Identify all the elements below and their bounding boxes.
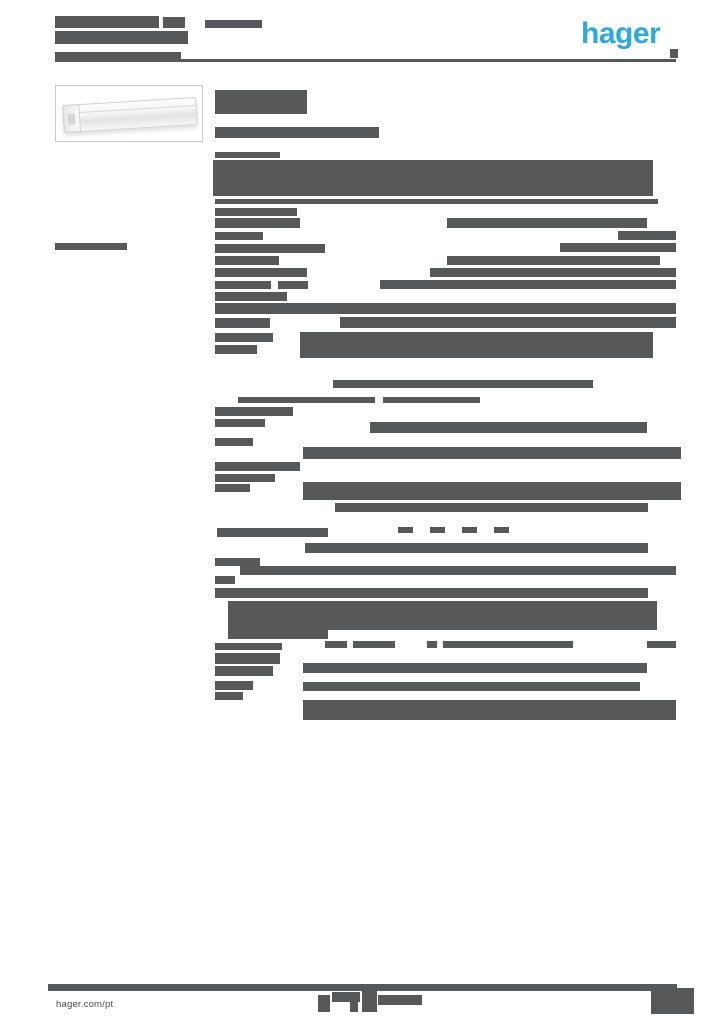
redacted-body-text-bar xyxy=(333,380,593,388)
redacted-body-text-bar xyxy=(215,256,279,265)
redacted-body-text-bar xyxy=(215,588,272,598)
redacted-body-text-bar xyxy=(215,281,271,289)
redacted-body-text-bar xyxy=(215,268,307,277)
footer-band xyxy=(48,984,677,991)
redacted-body-text-bar xyxy=(305,543,648,553)
redacted-body-text-bar xyxy=(215,666,273,676)
redacted-body-text-bar xyxy=(215,345,257,354)
redacted-body-text-bar xyxy=(215,232,263,240)
redacted-body-text-bar xyxy=(647,641,676,648)
redacted-body-text-bar xyxy=(213,160,653,196)
header-rule-line xyxy=(55,59,676,62)
redacted-body-text-bar xyxy=(303,682,640,691)
redacted-body-text-bar xyxy=(215,419,265,427)
redacted-body-text-bar xyxy=(238,397,375,403)
footer-website-text[interactable]: hager.com/pt xyxy=(56,998,114,1010)
redacted-footer-mark xyxy=(318,995,330,1012)
redacted-body-text-bar xyxy=(383,397,480,403)
product-image-box xyxy=(55,85,203,142)
redacted-body-text-bar xyxy=(217,528,328,537)
redacted-header-text-bar xyxy=(55,52,181,61)
redacted-body-text-bar xyxy=(215,152,280,158)
redacted-body-text-bar xyxy=(228,630,328,639)
redacted-body-text-bar xyxy=(618,231,676,240)
redacted-body-text-bar xyxy=(300,332,653,358)
redacted-body-text-bar xyxy=(353,641,395,648)
redacted-footer-mark xyxy=(362,988,377,1012)
redacted-body-text-bar xyxy=(303,663,647,673)
redacted-body-text-bar xyxy=(370,422,647,433)
redacted-body-text-bar xyxy=(215,692,243,700)
footer-website-box: hager.com/pt xyxy=(52,991,168,1017)
redacted-body-text-bar xyxy=(240,566,676,575)
redacted-body-text-bar xyxy=(462,527,477,533)
redacted-body-text-bar xyxy=(278,281,308,289)
redacted-footer-mark xyxy=(651,988,694,1014)
redacted-footer-mark xyxy=(350,1002,358,1012)
trunking-lid-line xyxy=(63,104,196,115)
redacted-header-text-bar xyxy=(205,20,262,28)
redacted-header-text-bar xyxy=(670,49,678,58)
redacted-body-text-bar xyxy=(215,292,287,301)
redacted-body-text-bar xyxy=(215,653,280,664)
redacted-body-text-bar xyxy=(215,199,658,204)
redacted-footer-mark xyxy=(378,995,422,1005)
redacted-header-text-bar xyxy=(55,31,188,44)
redacted-body-text-bar xyxy=(380,280,676,289)
redacted-body-text-bar xyxy=(215,333,273,342)
redacted-body-text-bar xyxy=(215,681,253,690)
redacted-title-bar xyxy=(215,127,379,138)
trunking-photo xyxy=(62,96,198,134)
redacted-body-text-bar xyxy=(430,268,676,277)
redacted-body-text-bar xyxy=(325,641,347,648)
redacted-body-text-bar xyxy=(215,462,300,471)
redacted-body-text-bar xyxy=(303,447,681,459)
redacted-body-text-bar xyxy=(447,256,660,265)
redacted-body-text-bar xyxy=(303,700,676,720)
redacted-body-text-bar xyxy=(215,576,235,584)
hager-logo: hager xyxy=(581,17,661,50)
redacted-body-text-bar xyxy=(215,318,270,328)
redacted-body-text-bar xyxy=(494,527,509,533)
redacted-caption-bar xyxy=(55,243,127,250)
redacted-body-text-bar xyxy=(447,218,647,228)
redacted-header-text-bar xyxy=(163,17,185,28)
redacted-body-text-bar xyxy=(215,303,676,314)
redacted-body-text-bar xyxy=(427,641,437,648)
redacted-footer-mark xyxy=(332,992,360,1002)
redacted-body-text-bar xyxy=(215,244,325,253)
redacted-body-text-bar xyxy=(270,588,648,598)
trunking-end-cap xyxy=(62,104,81,134)
redacted-body-text-bar xyxy=(215,218,300,228)
redacted-body-text-bar xyxy=(443,641,573,648)
redacted-body-text-bar xyxy=(215,558,260,566)
redacted-body-text-bar xyxy=(215,484,250,492)
redacted-header-text-bar xyxy=(55,16,159,28)
redacted-body-text-bar xyxy=(215,407,293,416)
redacted-body-text-bar xyxy=(215,438,253,446)
trunking-slot xyxy=(67,113,76,125)
redacted-body-text-bar xyxy=(430,527,445,533)
redacted-body-text-bar xyxy=(215,208,297,216)
redacted-body-text-bar xyxy=(398,527,413,533)
redacted-title-bar xyxy=(215,90,307,114)
redacted-body-text-bar xyxy=(335,503,648,512)
redacted-body-text-bar xyxy=(215,474,275,482)
redacted-body-text-bar xyxy=(340,317,676,328)
redacted-body-text-bar xyxy=(560,243,676,252)
redacted-body-text-bar xyxy=(303,482,681,500)
redacted-body-text-bar xyxy=(228,601,657,630)
redacted-body-text-bar xyxy=(215,643,282,650)
